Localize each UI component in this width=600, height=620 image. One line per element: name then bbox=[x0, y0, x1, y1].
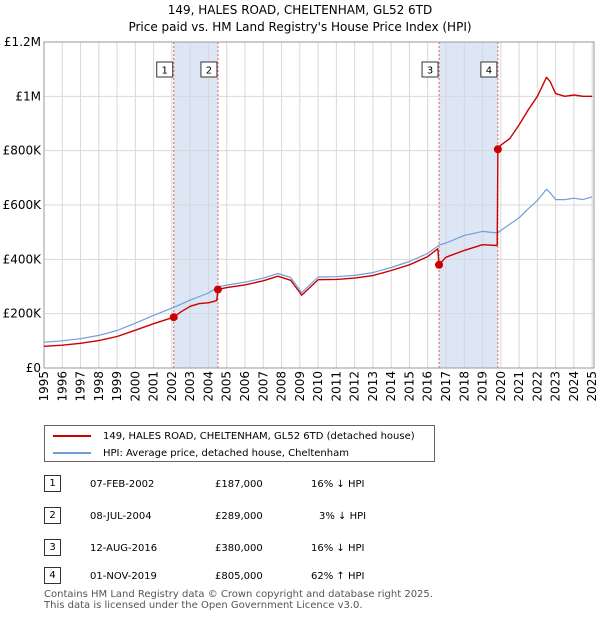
x-tick-label: 2015 bbox=[402, 371, 416, 402]
x-tick-label: 2022 bbox=[530, 371, 544, 402]
x-tick-label: 2001 bbox=[147, 371, 161, 402]
transaction-number: 1 bbox=[44, 475, 61, 492]
transaction-point bbox=[493, 145, 502, 154]
x-tick-label: 2004 bbox=[201, 371, 215, 402]
transaction-hpi-diff: 16% ↓ HPI bbox=[311, 479, 365, 490]
transaction-label: 1 bbox=[162, 66, 168, 77]
x-tick-label: 2006 bbox=[238, 371, 252, 402]
transaction-label: 3 bbox=[427, 66, 433, 77]
x-tick-label: 2012 bbox=[348, 371, 362, 402]
x-tick-label: 1998 bbox=[92, 371, 106, 402]
x-tick-label: 2005 bbox=[220, 371, 234, 402]
footer-line-copyright: Contains HM Land Registry data © Crown c… bbox=[44, 589, 433, 600]
y-tick-label: £800K bbox=[3, 144, 43, 158]
price-chart: 149, HALES ROAD, CHELTENHAM, GL52 6TD Pr… bbox=[3, 3, 600, 402]
x-tick-label: 2002 bbox=[165, 371, 179, 402]
x-tick-label: 2007 bbox=[256, 371, 270, 402]
transaction-number: 2 bbox=[44, 507, 61, 524]
x-tick-label: 2016 bbox=[421, 371, 435, 402]
x-tick-label: 2020 bbox=[494, 371, 508, 402]
transaction-number: 4 bbox=[44, 567, 61, 584]
table-row: 2 08-JUL-2004 £289,000 3% ↓ HPI bbox=[44, 507, 464, 527]
y-tick-label: £1M bbox=[15, 89, 41, 103]
x-tick-label: 2021 bbox=[512, 371, 526, 402]
chart-title: 149, HALES ROAD, CHELTENHAM, GL52 6TD bbox=[168, 3, 433, 17]
legend-label-property: 149, HALES ROAD, CHELTENHAM, GL52 6TD (d… bbox=[103, 430, 415, 442]
x-tick-label: 2000 bbox=[128, 371, 142, 402]
footer-attribution: Contains HM Land Registry data © Crown c… bbox=[44, 589, 433, 611]
transaction-label: 4 bbox=[486, 66, 492, 77]
x-tick-label: 2009 bbox=[293, 371, 307, 402]
x-tick-label: 1999 bbox=[110, 371, 124, 402]
y-tick-label: £600K bbox=[3, 198, 43, 212]
transaction-point bbox=[213, 285, 222, 294]
series-line-property bbox=[43, 76, 593, 347]
x-tick-label: 2018 bbox=[457, 371, 471, 402]
y-tick-label: £1.2M bbox=[4, 35, 41, 49]
series-line-hpi bbox=[43, 188, 593, 343]
transaction-date: 08-JUL-2004 bbox=[90, 511, 152, 522]
legend-swatch-property bbox=[53, 435, 91, 437]
table-row: 3 12-AUG-2016 £380,000 16% ↓ HPI bbox=[44, 539, 464, 559]
transaction-hpi-diff: 62% ↑ HPI bbox=[311, 571, 365, 582]
transaction-point bbox=[169, 313, 178, 322]
x-tick-label: 2003 bbox=[183, 371, 197, 402]
chart-legend: 149, HALES ROAD, CHELTENHAM, GL52 6TD (d… bbox=[44, 425, 435, 462]
legend-entry-property: 149, HALES ROAD, CHELTENHAM, GL52 6TD (d… bbox=[53, 428, 415, 444]
x-tick-label: 2025 bbox=[585, 371, 599, 402]
transaction-label-box bbox=[480, 61, 498, 78]
transaction-label-box bbox=[200, 61, 218, 78]
legend-entry-hpi: HPI: Average price, detached house, Chel… bbox=[53, 445, 349, 461]
y-tick-label: £400K bbox=[3, 252, 43, 266]
transaction-date: 07-FEB-2002 bbox=[90, 479, 155, 490]
footer-line-licence: This data is licensed under the Open Gov… bbox=[44, 600, 363, 611]
transaction-date: 01-NOV-2019 bbox=[90, 571, 157, 582]
transaction-hpi-diff: 16% ↓ HPI bbox=[311, 543, 365, 554]
plot-border bbox=[43, 41, 595, 369]
transaction-price: £380,000 bbox=[215, 543, 263, 554]
x-tick-label: 2019 bbox=[476, 371, 490, 402]
transaction-label-box bbox=[421, 61, 439, 78]
x-tick-label: 2013 bbox=[366, 371, 380, 402]
x-tick-label: 2014 bbox=[384, 371, 398, 402]
x-tick-label: 2008 bbox=[275, 371, 289, 402]
transaction-point bbox=[435, 260, 444, 269]
table-row: 1 07-FEB-2002 £187,000 16% ↓ HPI bbox=[44, 475, 464, 495]
transaction-label: 2 bbox=[206, 66, 212, 77]
legend-label-hpi: HPI: Average price, detached house, Chel… bbox=[103, 447, 349, 459]
transaction-price: £805,000 bbox=[215, 571, 263, 582]
x-tick-label: 2010 bbox=[311, 371, 325, 402]
x-tick-label: 2017 bbox=[439, 371, 453, 402]
y-tick-label: £200K bbox=[3, 307, 43, 321]
y-tick-label: £0 bbox=[26, 361, 41, 375]
x-tick-label: 2023 bbox=[549, 371, 563, 402]
x-tick-label: 1995 bbox=[37, 371, 51, 402]
transaction-label-box bbox=[156, 61, 174, 78]
x-tick-label: 1996 bbox=[55, 371, 69, 402]
transaction-date: 12-AUG-2016 bbox=[90, 543, 158, 554]
transaction-price: £187,000 bbox=[215, 479, 263, 490]
transaction-price: £289,000 bbox=[215, 511, 263, 522]
x-tick-label: 1997 bbox=[74, 371, 88, 402]
table-row: 4 01-NOV-2019 £805,000 62% ↑ HPI bbox=[44, 567, 464, 587]
legend-swatch-hpi bbox=[53, 452, 91, 454]
x-tick-label: 2011 bbox=[329, 371, 343, 402]
transaction-number: 3 bbox=[44, 539, 61, 556]
transaction-hpi-diff: 3% ↓ HPI bbox=[319, 511, 367, 522]
x-tick-label: 2024 bbox=[567, 371, 581, 402]
chart-subtitle: Price paid vs. HM Land Registry's House … bbox=[128, 20, 471, 34]
